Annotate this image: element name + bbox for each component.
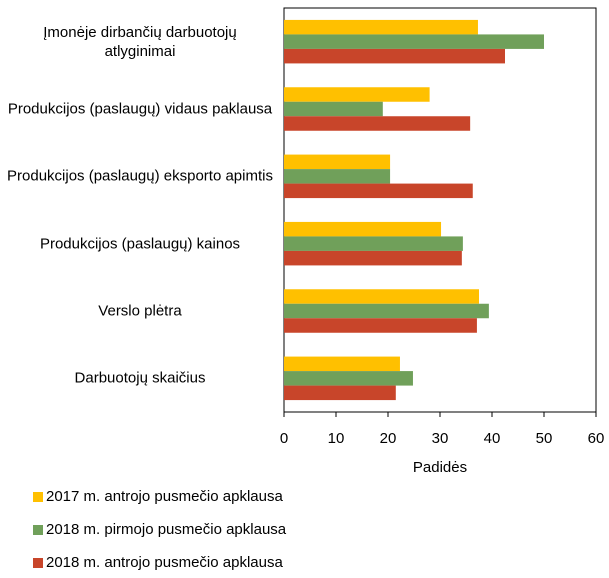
x-tick-label: 40 [484,430,501,447]
legend-label: 2018 m. pirmojo pusmečio apklausa [46,521,287,538]
bar [284,236,463,251]
bar [284,34,544,49]
bar [284,289,479,304]
plot-frame [283,7,597,413]
x-tick-label: 50 [536,430,553,447]
bar [284,318,477,333]
y-tick-label: Įmonėje dirbančių darbuotojų atlyginimai [43,23,237,60]
bar [284,48,505,64]
x-tick-label: 30 [432,430,449,447]
bar [284,221,442,237]
bar [284,371,413,386]
legend-label: 2017 m. antrojo pusmečio apklausa [46,488,283,505]
bar [284,385,396,401]
bar [284,19,478,35]
bar [284,356,400,372]
bar [284,87,430,102]
y-tick-label: Verslo plėtra [98,302,182,320]
bar [284,250,462,266]
y-tick-label: Produkcijos (paslaugų) eksporto apimtis [7,167,273,185]
bar [284,116,471,131]
y-tick-label: Darbuotojų skaičius [74,369,206,387]
y-tick-label: Produkcijos (paslaugų) kainos [39,235,241,253]
x-tick-label: 10 [328,430,345,447]
x-tick-label: 20 [380,430,397,447]
bar [284,183,473,199]
x-axis-label: Padidės [413,459,467,476]
y-tick-label: Produkcijos (paslaugų) vidaus paklausa [7,100,273,118]
bar [284,154,391,170]
legend-label: 2018 m. antrojo pusmečio apklausa [46,554,283,571]
x-tick-label: 0 [280,430,288,447]
x-tick-label: 60 [588,430,605,447]
bar [284,169,391,184]
legend-swatch [33,558,43,568]
legend-swatch [33,492,43,502]
bar [284,303,489,319]
bar [284,101,383,117]
legend-swatch [33,525,43,535]
